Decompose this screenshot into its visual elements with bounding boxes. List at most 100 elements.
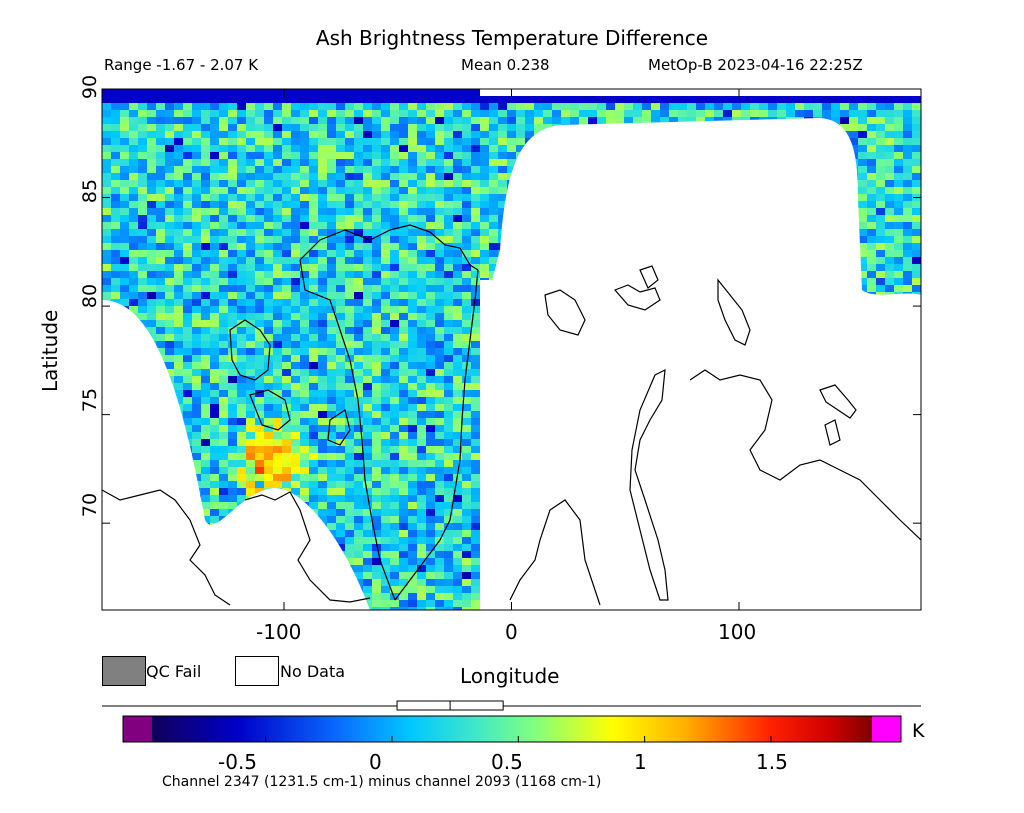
heatmap-cell <box>210 292 219 299</box>
heatmap-cell <box>453 425 462 432</box>
heatmap-cell <box>255 320 264 327</box>
heatmap-cell <box>498 96 507 103</box>
heatmap-cell <box>390 390 399 397</box>
heatmap-cell <box>849 124 858 131</box>
heatmap-cell <box>336 285 345 292</box>
heatmap-cell <box>390 411 399 418</box>
heatmap-cell <box>894 201 903 208</box>
heatmap-cell <box>345 348 354 355</box>
heatmap-cell <box>435 173 444 180</box>
heatmap-cell <box>129 292 138 299</box>
heatmap-cell <box>309 299 318 306</box>
heatmap-cell <box>192 180 201 187</box>
heatmap-cell <box>165 250 174 257</box>
heatmap-cell <box>237 334 246 341</box>
heatmap-cell <box>588 96 597 103</box>
heatmap-cell <box>471 327 480 334</box>
heatmap-cell <box>435 264 444 271</box>
heatmap-cell <box>354 446 363 453</box>
heatmap-cell <box>192 467 201 474</box>
heatmap-cell <box>444 229 453 236</box>
heatmap-cell <box>300 446 309 453</box>
heatmap-cell <box>273 229 282 236</box>
heatmap-cell <box>471 390 480 397</box>
heatmap-cell <box>165 362 174 369</box>
heatmap-cell <box>858 215 867 222</box>
heatmap-cell <box>336 439 345 446</box>
heatmap-cell <box>444 89 453 96</box>
heatmap-cell <box>237 292 246 299</box>
heatmap-cell <box>705 96 714 103</box>
heatmap-cell <box>408 376 417 383</box>
heatmap-cell <box>228 411 237 418</box>
heatmap-cell <box>381 264 390 271</box>
heatmap-cell <box>111 159 120 166</box>
heatmap-cell <box>903 131 912 138</box>
heatmap-cell <box>471 334 480 341</box>
heatmap-cell <box>273 117 282 124</box>
heatmap-cell <box>237 383 246 390</box>
heatmap-cell <box>381 285 390 292</box>
heatmap-cell <box>246 362 255 369</box>
heatmap-cell <box>885 257 894 264</box>
heatmap-cell <box>444 208 453 215</box>
heatmap-cell <box>273 341 282 348</box>
heatmap-cell <box>615 110 624 117</box>
heatmap-cell <box>903 264 912 271</box>
heatmap-cell <box>111 96 120 103</box>
heatmap-cell <box>858 271 867 278</box>
heatmap-cell <box>183 306 192 313</box>
heatmap-cell <box>174 327 183 334</box>
heatmap-cell <box>399 103 408 110</box>
heatmap-cell <box>174 173 183 180</box>
heatmap-cell <box>390 327 399 334</box>
heatmap-cell <box>903 187 912 194</box>
heatmap-cell <box>849 96 858 103</box>
heatmap-cell <box>210 453 219 460</box>
heatmap-cell <box>219 334 228 341</box>
heatmap-cell <box>444 334 453 341</box>
heatmap-cell <box>453 152 462 159</box>
heatmap-cell <box>444 257 453 264</box>
heatmap-cell <box>624 103 633 110</box>
heatmap-cell <box>471 131 480 138</box>
heatmap-cell <box>372 257 381 264</box>
heatmap-cell <box>489 208 498 215</box>
heatmap-cell <box>462 285 471 292</box>
heatmap-cell <box>399 187 408 194</box>
heatmap-cell <box>507 124 516 131</box>
heatmap-cell <box>174 348 183 355</box>
heatmap-cell <box>471 138 480 145</box>
heatmap-cell <box>399 348 408 355</box>
heatmap-cell <box>291 439 300 446</box>
heatmap-cell <box>426 467 435 474</box>
heatmap-cell <box>210 355 219 362</box>
heatmap-cell <box>480 103 489 110</box>
heatmap-cell <box>516 145 525 152</box>
heatmap-cell <box>147 96 156 103</box>
heatmap-cell <box>408 208 417 215</box>
heatmap-cell <box>363 467 372 474</box>
heatmap-cell <box>372 250 381 257</box>
heatmap-cell <box>345 152 354 159</box>
heatmap-cell <box>480 180 489 187</box>
heatmap-cell <box>246 292 255 299</box>
heatmap-cell <box>381 159 390 166</box>
heatmap-cell <box>318 439 327 446</box>
heatmap-cell <box>426 180 435 187</box>
heatmap-cell <box>903 194 912 201</box>
heatmap-cell <box>480 166 489 173</box>
heatmap-cell <box>498 159 507 166</box>
heatmap-cell <box>363 159 372 166</box>
heatmap-cell <box>273 152 282 159</box>
heatmap-cell <box>174 278 183 285</box>
heatmap-cell <box>210 397 219 404</box>
heatmap-cell <box>714 96 723 103</box>
heatmap-cell <box>462 159 471 166</box>
heatmap-cell <box>318 117 327 124</box>
heatmap-cell <box>327 376 336 383</box>
heatmap-cell <box>129 103 138 110</box>
heatmap-cell <box>219 376 228 383</box>
heatmap-cell <box>651 110 660 117</box>
heatmap-cell <box>435 453 444 460</box>
